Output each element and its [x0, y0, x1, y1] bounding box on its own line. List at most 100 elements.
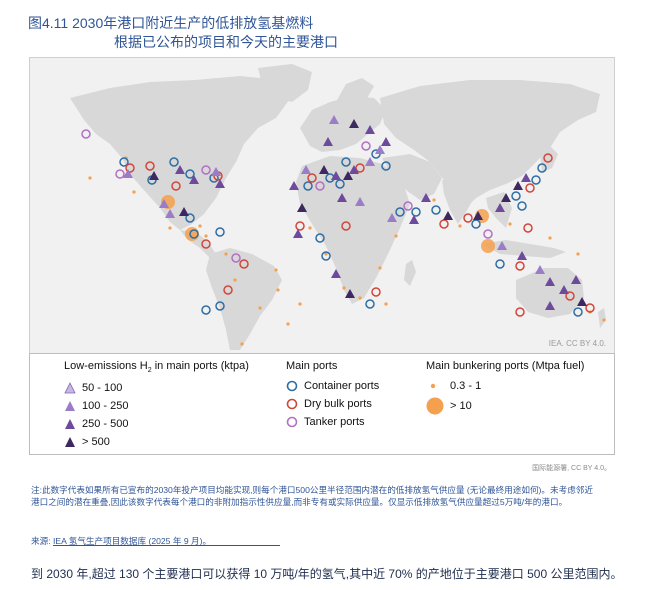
h2-supply-marker: [215, 179, 225, 188]
legend-tanker-ports: Tanker ports: [286, 413, 379, 431]
h2-supply-marker: [355, 197, 365, 206]
container-port-marker: [365, 299, 375, 309]
summary-text: 到 2030 年,超过 130 个主要港口可以获得 10 万吨/年的氢气,其中近…: [31, 567, 623, 581]
bunkering-port-small: [384, 302, 388, 306]
bunkering-port-small: [458, 224, 462, 228]
legend-container-ports: Container ports: [286, 377, 379, 395]
h2-supply-marker: [349, 165, 359, 174]
container-port-marker: [215, 227, 225, 237]
dry-bulk-port-marker: [439, 219, 449, 229]
h2-supply-marker: [577, 297, 587, 306]
dry-bulk-port-marker: [223, 285, 233, 295]
legend-bunker-title: Main bunkering ports (Mtpa fuel): [426, 360, 585, 372]
legend-h2-50-100: 50 - 100: [64, 379, 249, 397]
dry-bulk-port-marker: [515, 307, 525, 317]
north-america: [70, 76, 292, 230]
figure-title: 图4.11 2030年港口附近生产的低排放氢基燃料 根据已公布的项目和今天的主要…: [28, 14, 338, 52]
bunkering-port-small: [258, 306, 262, 310]
source-underline: [64, 545, 280, 546]
bunkering-port-small: [286, 322, 290, 326]
container-port-marker: [315, 233, 325, 243]
h2-supply-marker: [501, 193, 511, 202]
figure-note: 注:此数字代表如果所有已宣布的2030年投产项目均能实现,则每个港口500公里半…: [31, 485, 593, 507]
tanker-port-marker: [361, 141, 371, 151]
bunkering-port-small: [233, 278, 237, 282]
dry-bulk-port-marker: [523, 223, 533, 233]
container-port-marker: [471, 219, 481, 229]
legend-ports-column: Main ports Container ports Dry bulk port…: [286, 360, 379, 431]
container-port-marker: [185, 213, 195, 223]
bunkering-port-small: [394, 234, 398, 238]
source-line: 来源: IEA 氢气生产项目数据库 (2025 年 9 月)。: [31, 536, 212, 546]
source-link[interactable]: IEA 氢气生产项目数据库 (2025 年 9 月): [52, 536, 203, 546]
dry-bulk-port-marker: [201, 239, 211, 249]
container-port-marker: [495, 259, 505, 269]
h2-supply-marker: [545, 277, 555, 286]
legend-bunker-column: Main bunkering ports (Mtpa fuel) 0.3 - 1…: [426, 360, 584, 417]
australia: [516, 268, 584, 318]
dry-bulk-port-marker: [307, 173, 317, 183]
h2-supply-marker: [331, 269, 341, 278]
bunkering-port-small: [548, 236, 552, 240]
h2-supply-marker: [337, 193, 347, 202]
container-port-marker: [169, 157, 179, 167]
container-port-marker: [537, 163, 547, 173]
h2-supply-marker: [179, 207, 189, 216]
dry-bulk-port-marker: [463, 213, 473, 223]
legend-bunker-large: > 10: [426, 395, 584, 417]
container-port-marker: [531, 175, 541, 185]
bunkering-port-small: [358, 296, 362, 300]
source-label: 来源:: [31, 536, 51, 546]
h2-supply-marker: [545, 301, 555, 310]
bunkering-port-small: [324, 252, 328, 256]
h2-supply-marker: [331, 171, 341, 180]
tanker-port-marker: [315, 181, 325, 191]
h2-supply-marker: [559, 285, 569, 294]
figure-title-line2: 根据已公布的项目和今天的主要港口: [114, 34, 338, 50]
greenland: [258, 64, 312, 102]
legend-h2-gt-500: > 500: [64, 433, 249, 451]
dry-bulk-port-marker: [585, 303, 595, 313]
new-zealand: [598, 308, 606, 328]
h2-supply-marker: [473, 211, 483, 220]
world-map: IEA. CC BY 4.0.: [29, 57, 615, 354]
h2-supply-marker: [517, 251, 527, 260]
dot-large-orange-icon: [426, 397, 444, 415]
bunkering-port-large: [185, 227, 199, 241]
h2-supply-marker: [159, 199, 169, 208]
bunkering-port-small: [298, 302, 302, 306]
container-port-marker: [431, 205, 441, 215]
port-markers: [81, 115, 606, 346]
legend-h2-title: Low-emissions H2 in main ports (ktpa): [64, 360, 249, 375]
bunkering-port-small: [132, 190, 136, 194]
h2-supply-marker: [323, 137, 333, 146]
h2-supply-marker: [521, 173, 531, 182]
container-port-marker: [411, 207, 421, 217]
circle-blue-icon: [286, 380, 298, 392]
world-map-canvas: [70, 64, 606, 350]
tanker-port-marker: [403, 201, 413, 211]
container-port-marker: [573, 307, 583, 317]
h2-supply-marker: [123, 169, 133, 178]
tanker-port-marker: [231, 253, 241, 263]
container-port-marker: [201, 305, 211, 315]
h2-supply-marker: [495, 203, 505, 212]
dry-bulk-port-marker: [515, 261, 525, 271]
europe: [300, 96, 386, 152]
tanker-port-marker: [483, 229, 493, 239]
h2-supply-marker: [513, 181, 523, 190]
h2-supply-marker: [381, 137, 391, 146]
asia: [380, 80, 600, 208]
bunkering-port-small: [198, 224, 202, 228]
legend-h2-100-250: 100 - 250: [64, 397, 249, 415]
container-port-marker: [189, 229, 199, 239]
h2-supply-marker: [375, 145, 385, 154]
container-port-marker: [321, 251, 331, 261]
bunkering-port-small: [274, 268, 278, 272]
h2-supply-marker: [365, 125, 375, 134]
circle-purple-icon: [286, 416, 298, 428]
dry-bulk-port-marker: [171, 181, 181, 191]
figure-title-line1: 图4.11 2030年港口附近生产的低排放氢基燃料: [28, 15, 314, 31]
triangle-dark-icon: [65, 419, 75, 430]
h2-supply-marker: [535, 265, 545, 274]
